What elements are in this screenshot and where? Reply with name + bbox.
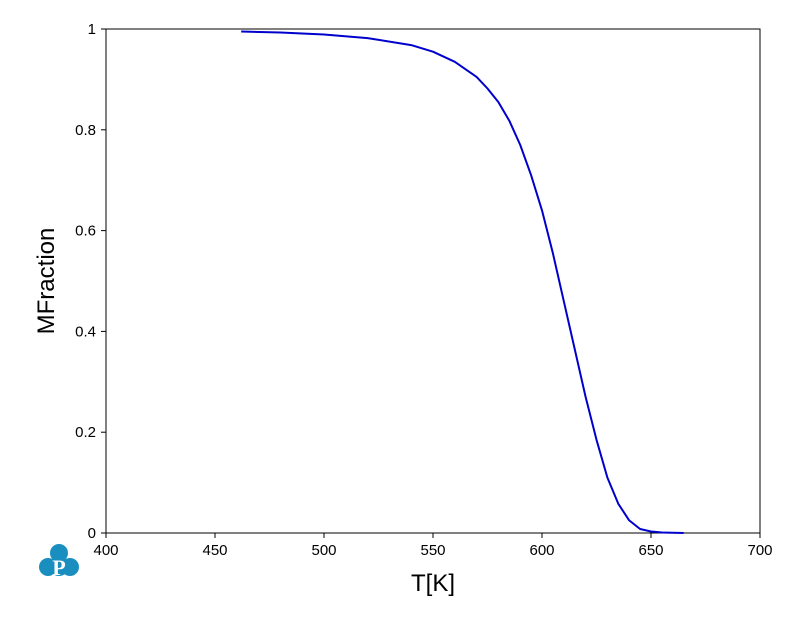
logo-letter: P: [52, 555, 65, 580]
x-tick-label: 450: [202, 542, 227, 559]
x-tick-label: 500: [311, 542, 336, 559]
y-tick-label: 0.4: [75, 323, 96, 340]
series-line: [241, 30, 684, 534]
y-tick-label: 1: [88, 21, 96, 38]
x-tick-label: 600: [529, 542, 554, 559]
y-tick-label: 0.6: [75, 223, 96, 240]
logo-bubble-center: [49, 556, 69, 576]
x-tick-label: 400: [93, 542, 118, 559]
y-tick-label: 0.2: [75, 424, 96, 441]
y-tick-label: 0: [88, 525, 96, 542]
x-tick-label: 700: [747, 542, 772, 559]
y-axis-title: MFraction: [33, 228, 60, 335]
x-axis-title: T[K]: [411, 570, 455, 597]
logo-icon: P: [39, 544, 79, 580]
x-tick-label: 550: [420, 542, 445, 559]
plot-area-frame: [105, 28, 761, 534]
y-tick-label: 0.8: [75, 122, 96, 139]
x-tick-label: 650: [638, 542, 663, 559]
